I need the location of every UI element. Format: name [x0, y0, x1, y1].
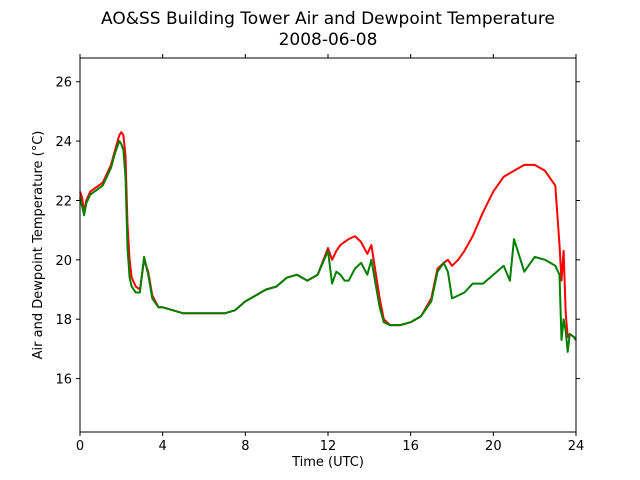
series-line-2	[79, 140, 577, 353]
y-tick-label: 16	[55, 373, 72, 388]
plot-area-frame	[79, 57, 577, 433]
x-tick-label: 8	[241, 439, 249, 454]
y-tick-label: 22	[55, 194, 72, 209]
y-tick-label: 24	[55, 135, 72, 150]
x-tick-label: 16	[402, 439, 419, 454]
chart-title: AO&SS Building Tower Air and Dewpoint Te…	[100, 9, 555, 29]
x-tick-label: 0	[76, 439, 84, 454]
series-line-1	[79, 131, 577, 341]
chart-subtitle: 2008-06-08	[278, 30, 378, 50]
x-tick-label: 24	[568, 439, 585, 454]
y-tick-label: 20	[55, 254, 72, 269]
x-tick-label: 20	[485, 439, 502, 454]
x-tick-label: 4	[159, 439, 167, 454]
series-layer	[79, 131, 577, 353]
y-tick-label: 18	[55, 313, 72, 328]
tick-layer: 0 4 8 12 16 20 24 16 18 20 22 24 26	[55, 54, 584, 454]
x-axis-label: Time (UTC)	[291, 455, 364, 470]
y-axis-label: Air and Dewpoint Temperature (°C)	[31, 131, 46, 360]
x-tick-label: 12	[320, 439, 337, 454]
y-tick-label: 26	[55, 76, 72, 91]
